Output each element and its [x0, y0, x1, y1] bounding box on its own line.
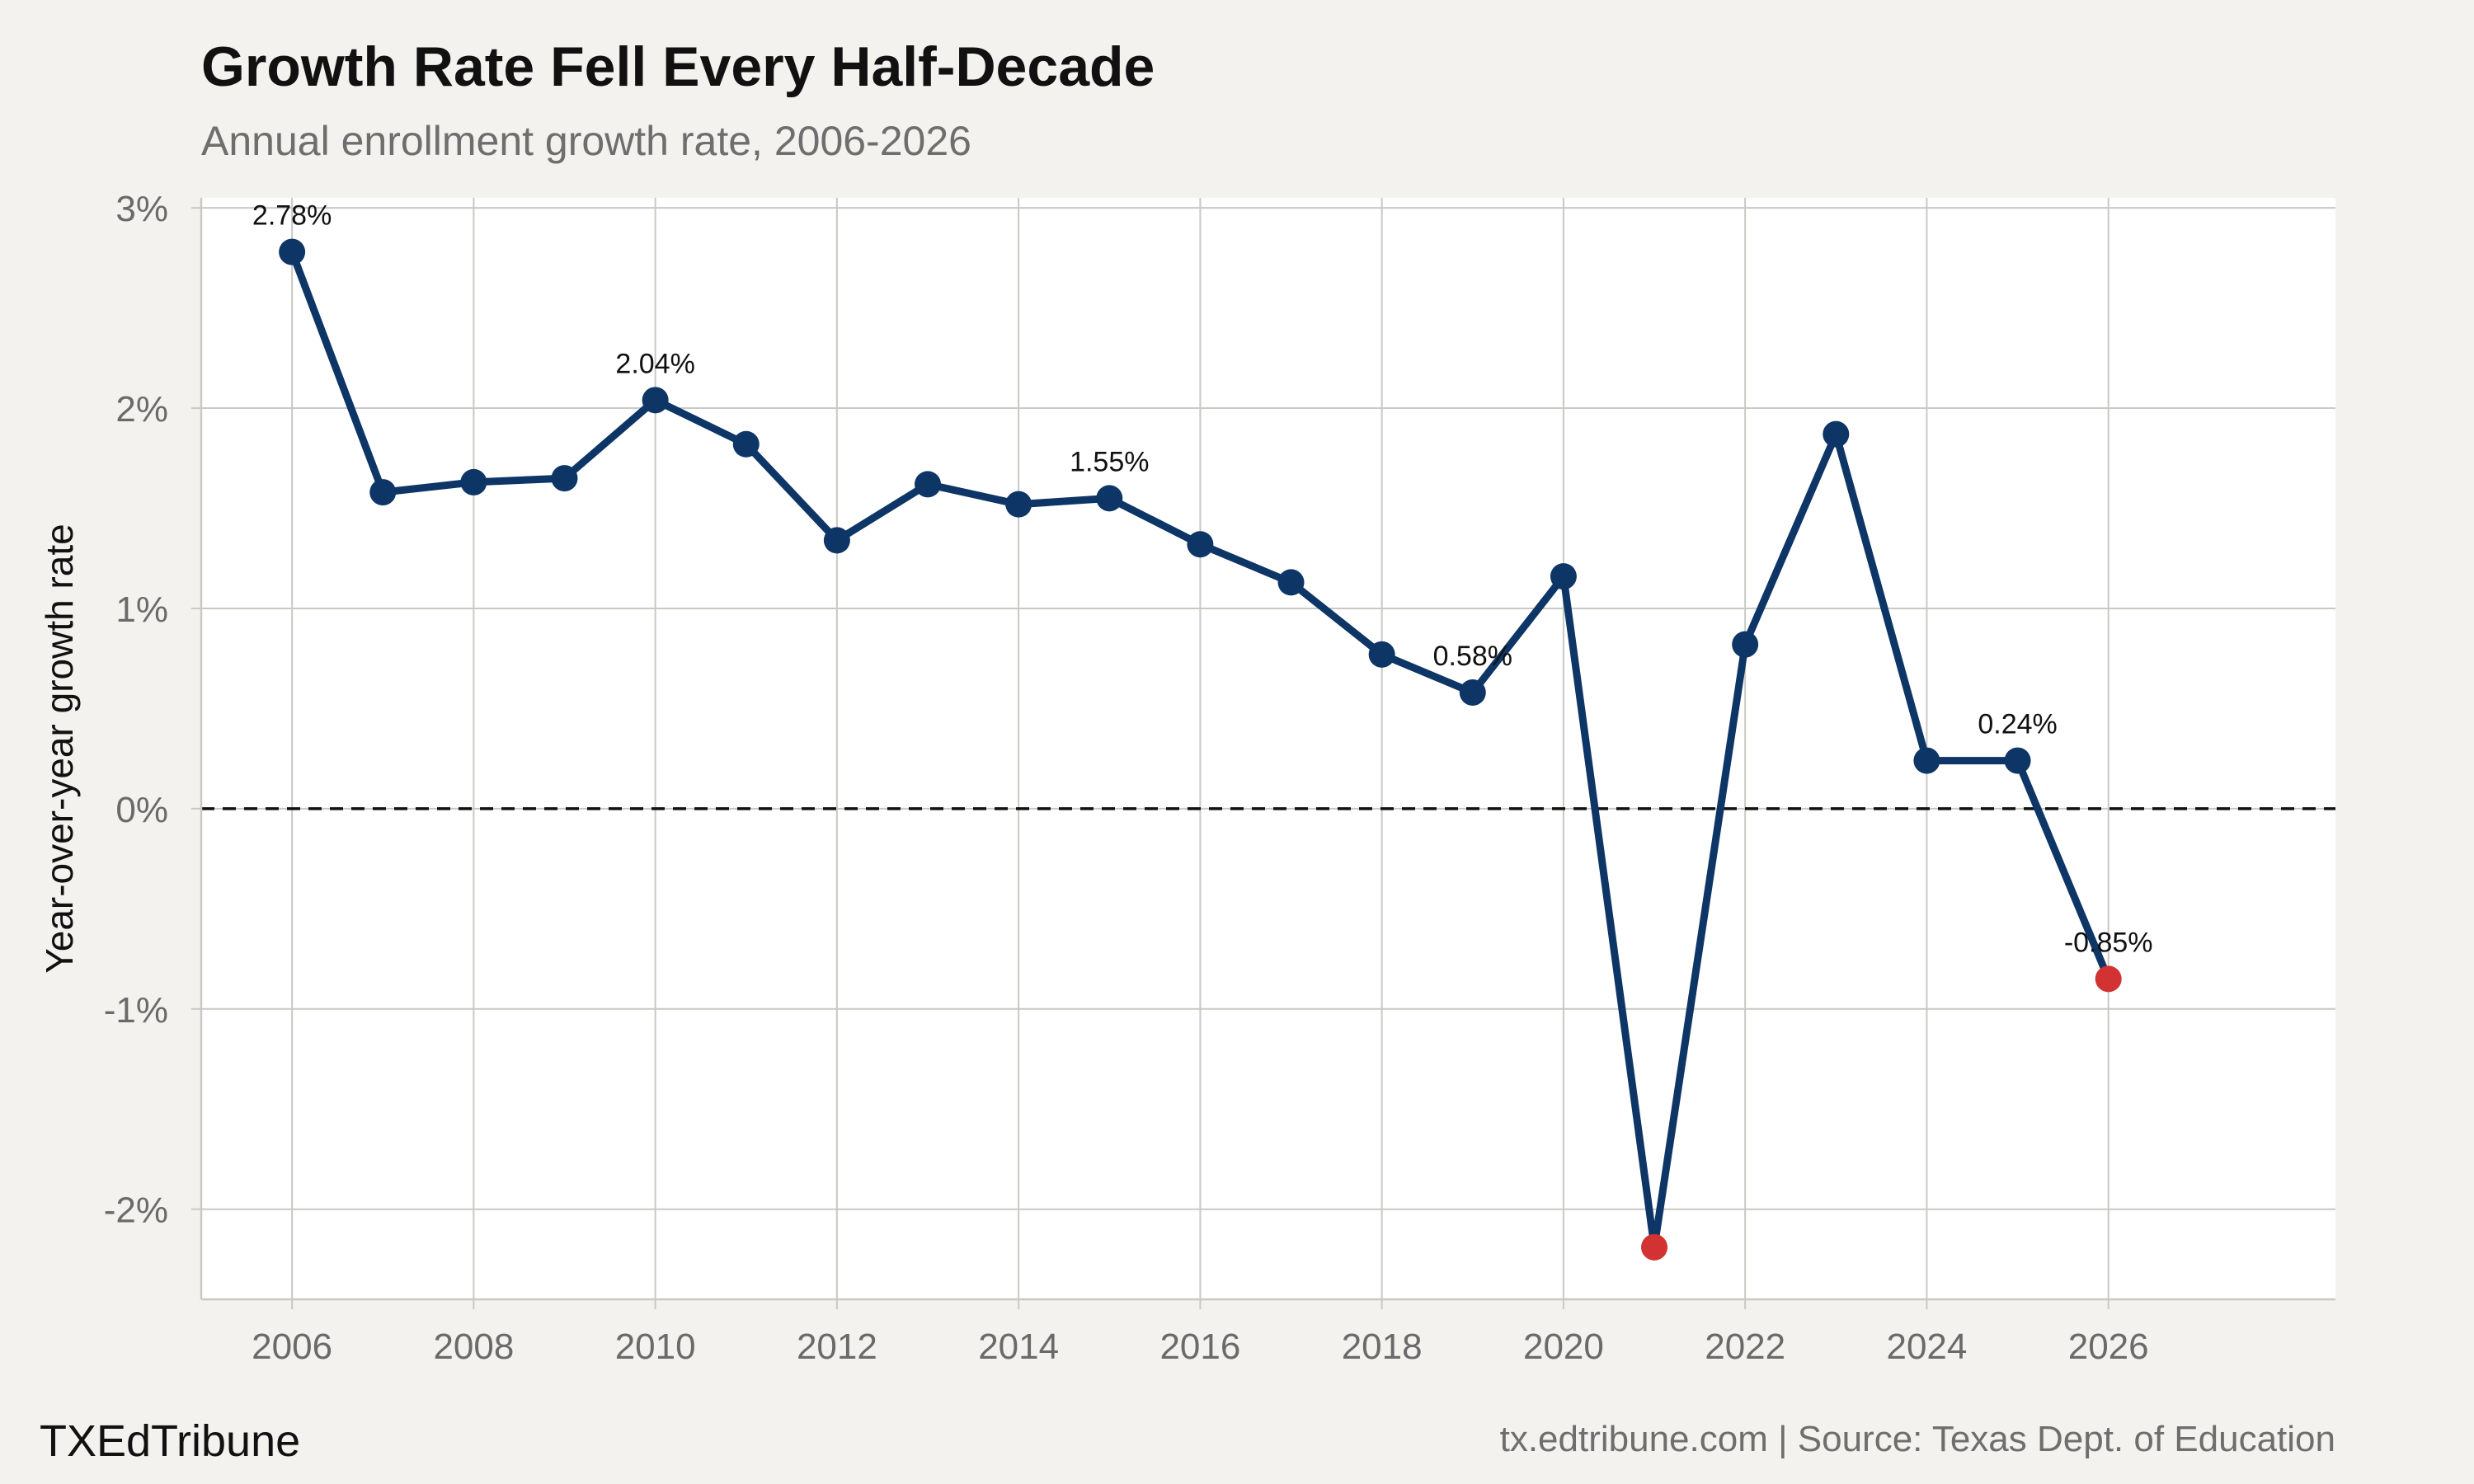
y-tick-label: -1%: [104, 990, 168, 1031]
data-point: [369, 479, 397, 506]
footer-source: tx.edtribune.com | Source: Texas Dept. o…: [1500, 1419, 2335, 1459]
data-point: [1823, 420, 1850, 448]
plot-area: [201, 198, 2335, 1299]
highlighted-point: [1641, 1233, 1668, 1261]
data-point: [279, 238, 306, 265]
x-tick-label: 2008: [433, 1327, 514, 1367]
x-tick-label: 2022: [1705, 1327, 1785, 1367]
y-tick-label: 1%: [115, 589, 168, 630]
y-tick-label: -2%: [104, 1190, 168, 1231]
y-tick-label: 0%: [115, 790, 168, 830]
x-tick-label: 2024: [1886, 1327, 1967, 1367]
data-label: -0.85%: [2064, 927, 2153, 958]
series: [279, 238, 2122, 1261]
data-point: [732, 430, 760, 458]
data-point: [1459, 679, 1486, 706]
data-point: [1550, 563, 1577, 590]
y-tick-label: 2%: [115, 389, 168, 430]
x-tick-label: 2026: [2068, 1327, 2149, 1367]
footer-brand: TXEdTribune: [40, 1416, 300, 1466]
data-point: [551, 465, 578, 492]
x-tick-label: 2016: [1159, 1327, 1240, 1367]
x-tick-label: 2010: [615, 1327, 696, 1367]
data-point: [460, 468, 487, 495]
y-tick-label: 3%: [115, 189, 168, 229]
chart-subtitle: Annual enrollment growth rate, 2006-2026: [201, 118, 971, 164]
data-label: 0.58%: [1433, 641, 1512, 672]
data-point: [1096, 485, 1123, 512]
data-label: 2.78%: [252, 200, 332, 232]
data-point: [1187, 531, 1214, 558]
data-labels: 2.78% 2.04% 1.55% 0.58% 0.24% -0.85%: [252, 200, 2153, 959]
x-tick-label: 2014: [978, 1327, 1059, 1367]
data-label: 0.24%: [1978, 709, 2057, 740]
data-point: [1005, 491, 1032, 518]
data-point: [1913, 747, 1940, 774]
data-label: 2.04%: [615, 348, 694, 379]
x-tick-label: 2012: [797, 1327, 877, 1367]
data-point: [1277, 569, 1305, 596]
data-point: [642, 387, 669, 414]
chart-title: Growth Rate Fell Every Half-Decade: [201, 35, 1155, 98]
data-label: 1.55%: [1070, 446, 1149, 477]
x-tick-label: 2018: [1342, 1327, 1423, 1367]
x-tick-label: 2006: [252, 1327, 332, 1367]
axes: 2006 2008 2010 2012 2014 2016 2018 2020 2022 2024…: [104, 189, 2335, 1367]
highlighted-point: [2095, 965, 2122, 993]
data-point: [1368, 641, 1395, 668]
data-point: [823, 527, 850, 554]
data-point: [1732, 631, 1759, 658]
x-tick-label: 2020: [1523, 1327, 1604, 1367]
data-point: [2004, 747, 2031, 774]
y-axis-title: Year-over-year growth rate: [38, 524, 81, 973]
data-point: [915, 471, 942, 498]
